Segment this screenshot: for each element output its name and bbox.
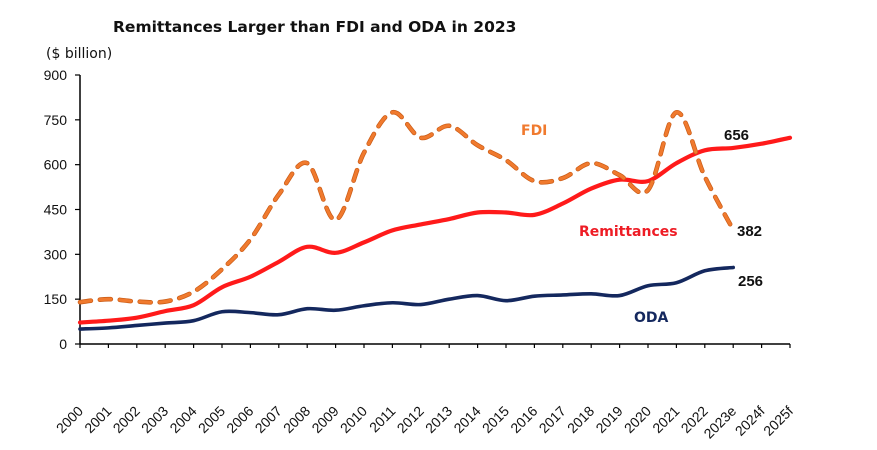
series-oda [78,265,735,331]
x-tick-label: 2010 [337,403,370,436]
y-tick-label: 900 [44,67,68,83]
series-layer [77,110,793,331]
chart-title: Remittances Larger than FDI and ODA in 2… [113,18,516,36]
y-tick-label: 750 [44,112,68,128]
x-tick-label: 2008 [280,403,313,436]
end-label-oda: 256 [738,273,763,290]
series-fdi [77,110,736,305]
series-label-remittances: Remittances [579,224,678,240]
x-tick-label: 2020 [621,403,654,436]
x-tick-label: 2002 [110,403,143,436]
end-label-remittances: 656 [724,127,749,144]
y-tick-label: 0 [59,336,67,352]
x-tick-label: 2013 [422,403,455,436]
x-tick-label: 2009 [308,403,341,436]
series-line-remittances [77,135,793,325]
x-tick-label: 2019 [592,403,625,436]
y-axis-unit-label: ($ billion) [46,46,112,62]
x-tick-label: 2018 [564,403,597,436]
x-tick-label: 2016 [507,403,540,436]
x-tick-label: 2023e [700,403,739,442]
x-tick-label: 2007 [252,403,285,436]
y-tick-label: 600 [44,157,68,173]
x-tick-label: 2004 [166,403,199,436]
x-tick-label: 2017 [536,403,569,436]
x-tick-label: 2021 [649,403,682,436]
series-line-outline-fdi [77,110,736,305]
x-tick-label: 2000 [53,403,86,436]
series-line-fdi [78,110,735,304]
x-tick-label: 2024f [732,403,768,439]
x-tick-label: 2014 [450,403,483,436]
x-tick-label: 2015 [479,403,512,436]
x-tick-label: 2006 [223,403,256,436]
series-label-fdi: FDI [521,123,547,139]
x-tick-label: 2025f [760,403,796,439]
y-tick-label: 300 [44,246,68,262]
series-remittances [77,135,793,325]
x-tick-label: 2011 [366,403,399,436]
x-tick-label: 2012 [394,403,427,436]
x-tick-label: 2005 [195,403,228,436]
series-line-oda [78,265,735,331]
y-tick-label: 150 [44,291,68,307]
y-tick-label: 450 [44,202,68,218]
x-tick-label: 2003 [138,403,171,436]
labels-layer: FDI Remittances ODA 656 382 256 [521,123,763,326]
end-label-fdi: 382 [737,223,762,240]
x-tick-label: 2001 [81,403,114,436]
series-label-oda: ODA [634,310,669,326]
